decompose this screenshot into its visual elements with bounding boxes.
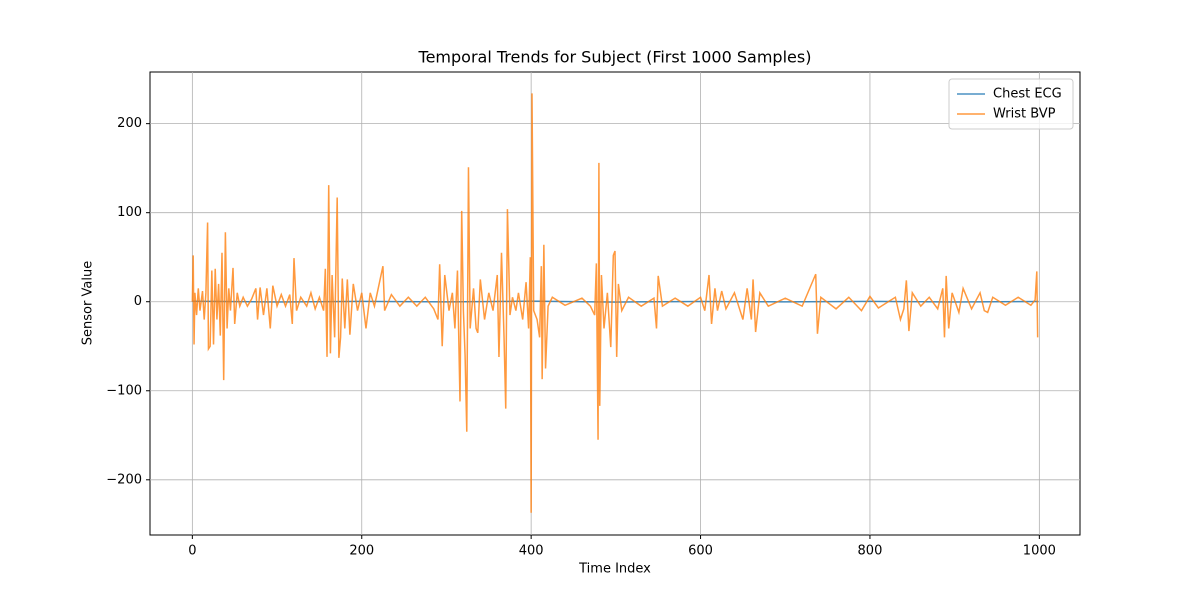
chart-title: Temporal Trends for Subject (First 1000 …: [418, 48, 812, 67]
y-tick-label: 200: [117, 116, 142, 131]
x-tick-label: 400: [519, 544, 544, 559]
x-tick-label: 1000: [1023, 544, 1056, 559]
plot-frame: [149, 71, 1081, 536]
y-tick-label: −200: [106, 472, 142, 487]
x-tick-label: 600: [688, 544, 713, 559]
legend-label: Chest ECG: [993, 87, 1062, 102]
line-series: [191, 93, 1039, 513]
x-axis-label: Time Index: [578, 562, 651, 577]
x-tick-label: 0: [188, 544, 196, 559]
x-tick-label: 200: [349, 544, 374, 559]
legend-label: Wrist BVP: [993, 107, 1056, 122]
legend-box: [948, 78, 1074, 130]
x-tick-label: 800: [858, 544, 883, 559]
y-axis-label: Sensor Value: [81, 261, 96, 345]
y-tick-label: 0: [134, 294, 142, 309]
y-tick-label: −100: [106, 383, 142, 398]
y-tick-label: 100: [117, 205, 142, 220]
